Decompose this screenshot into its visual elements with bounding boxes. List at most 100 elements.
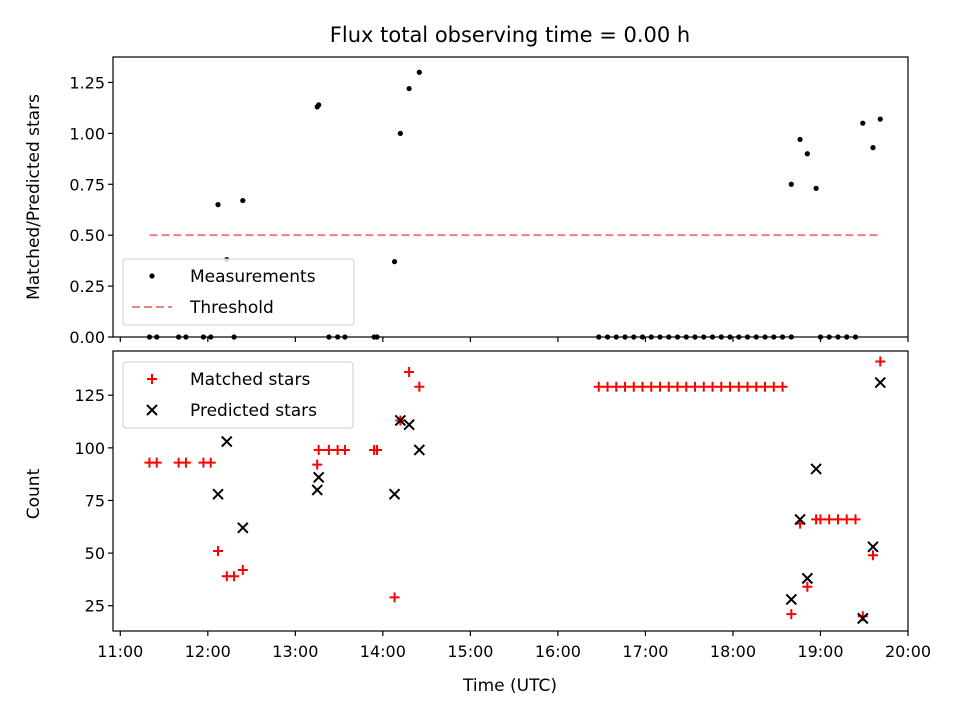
data-point: [874, 376, 886, 389]
y-tick-label: 75: [85, 491, 105, 510]
bottom-plot-area: [144, 356, 886, 625]
x-axis-label: Time (UTC): [462, 676, 557, 696]
data-point: [824, 514, 835, 525]
legend-box: [122, 258, 355, 326]
legend-label: Measurements: [190, 267, 316, 287]
data-point: [802, 581, 813, 592]
x-tick-label: 18:00: [710, 642, 756, 661]
data-point: [414, 381, 425, 392]
data-point: [786, 609, 797, 620]
data-point: [404, 367, 415, 378]
data-point: [389, 592, 400, 603]
data-point: [672, 381, 683, 392]
data-point: [751, 381, 762, 392]
data-point: [237, 564, 248, 575]
data-point: [690, 381, 701, 392]
data-point: [205, 457, 216, 468]
data-point: [637, 381, 648, 392]
legend-label: Matched stars: [190, 370, 310, 390]
legend-box: [122, 361, 354, 429]
chart-title: Flux total observing time = 0.00 h: [330, 23, 690, 47]
legend-label: Predicted stars: [190, 401, 317, 421]
top-y-axis-label: Matched/Predicted stars: [24, 94, 44, 300]
data-point: [313, 444, 324, 455]
data-point: [388, 488, 401, 500]
bottom-y-axis-label: Count: [24, 468, 44, 519]
data-point: [875, 356, 886, 367]
y-tick-label: 0.50: [69, 226, 105, 245]
data-point: [733, 381, 744, 392]
data-point: [212, 488, 224, 500]
top-axes-frame: [112, 56, 909, 338]
data-point: [372, 444, 383, 455]
data-point: [339, 444, 350, 455]
data-point: [813, 185, 819, 191]
data-point: [413, 444, 426, 456]
data-point: [240, 197, 246, 204]
data-point: [877, 116, 883, 122]
legend-swatch: [149, 273, 155, 279]
x-tick-label: 11:00: [97, 642, 143, 661]
data-point: [229, 571, 240, 582]
data-point: [760, 381, 771, 392]
data-point: [611, 381, 622, 392]
data-point: [323, 444, 334, 455]
data-point: [312, 471, 325, 484]
data-point: [391, 259, 398, 265]
x-tick-label: 15:00: [447, 642, 493, 661]
x-tick-label: 14:00: [360, 642, 406, 661]
data-point: [602, 381, 613, 392]
data-point: [180, 457, 191, 468]
data-point: [707, 381, 718, 392]
data-point: [777, 381, 788, 392]
data-point: [663, 381, 674, 392]
y-tick-label: 0.25: [69, 277, 105, 296]
data-point: [237, 522, 249, 534]
data-point: [785, 593, 798, 606]
data-point: [810, 463, 822, 475]
data-point: [593, 381, 604, 392]
data-point: [857, 612, 869, 625]
data-point: [832, 514, 843, 525]
x-tick-label: 12:00: [185, 642, 231, 661]
data-point: [394, 414, 407, 427]
x-tick-label: 13:00: [272, 642, 318, 661]
legend-swatch: [147, 374, 157, 384]
data-point: [725, 381, 736, 392]
top-y-axis-ticks: 0.00 0.25 0.50 0.75 1.00 1.25: [69, 73, 909, 347]
data-point: [815, 514, 826, 525]
data-point: [788, 181, 794, 187]
data-point: [403, 418, 415, 431]
data-point: [742, 381, 753, 392]
y-tick-label: 50: [85, 544, 105, 563]
bottom-axes-frame: [112, 350, 909, 632]
bottom-axis-ticks: 25 50 75 100 125 11:00 12:00 13:00 14:00 15:00 16:…: [74, 386, 931, 661]
data-point: [221, 435, 233, 448]
x-tick-label: 17:00: [622, 642, 668, 661]
y-tick-label: 1.25: [69, 73, 105, 92]
y-tick-label: 100: [74, 439, 105, 458]
data-point: [316, 102, 322, 108]
x-tick-label: 19:00: [797, 642, 843, 661]
data-point: [312, 459, 323, 470]
data-point: [794, 513, 806, 526]
data-point: [716, 381, 727, 392]
y-tick-label: 0.00: [69, 328, 105, 347]
data-point: [860, 120, 866, 126]
data-point: [870, 145, 876, 151]
data-point: [698, 381, 709, 392]
data-point: [681, 381, 692, 392]
data-point: [797, 136, 803, 143]
data-point: [804, 151, 810, 157]
y-tick-label: 1.00: [69, 124, 105, 143]
data-point: [311, 484, 323, 496]
data-point: [213, 546, 224, 556]
y-tick-label: 125: [74, 386, 105, 405]
y-tick-label: 25: [85, 597, 105, 616]
data-point: [416, 69, 422, 75]
data-point: [655, 381, 666, 392]
data-point: [646, 381, 657, 392]
data-point: [768, 381, 779, 392]
data-point: [850, 514, 861, 525]
